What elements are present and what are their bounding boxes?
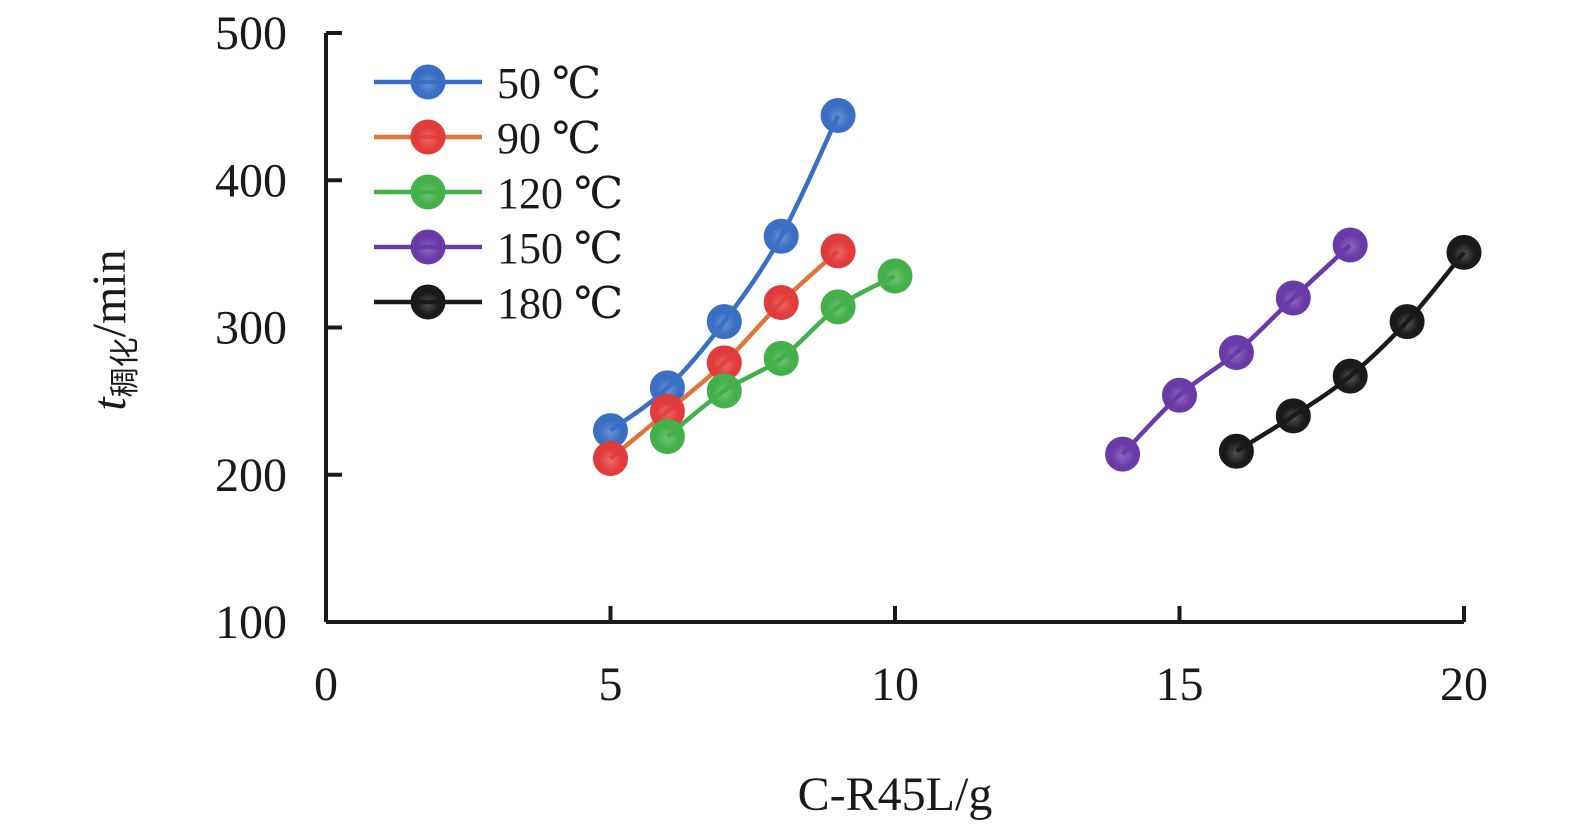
y-tick-label: 100 [215,596,287,649]
data-point [1332,227,1368,263]
y-tick-label: 300 [215,302,287,355]
x-tick-label: 10 [871,658,919,711]
data-point [706,304,742,340]
data-point [1389,304,1425,340]
data-point [706,373,742,409]
data-point [649,418,685,454]
data-point [1105,436,1141,472]
legend-marker [410,229,446,265]
legend-marker [410,119,446,155]
y-axis-title: t稠化/min [83,249,142,410]
data-point [820,289,856,325]
y-tick-label: 400 [215,154,287,207]
ticks: 100 200 300 400 500 0 5 10 15 20 [215,7,1488,711]
legend-marker [410,64,446,100]
data-point [1332,358,1368,394]
data-point [763,340,799,376]
data-point [1275,398,1311,434]
legend-label: 50 ℃ [497,59,601,108]
legend-marker [410,174,446,210]
y-axis-title-suffix: /min [83,249,136,337]
legend: 50 ℃ 90 ℃ 120 ℃ 150 ℃ 180 ℃ [374,59,623,328]
data-point [763,218,799,254]
legend-label: 150 ℃ [497,224,623,273]
legend-label: 90 ℃ [497,114,601,163]
y-tick-label: 200 [215,449,287,502]
data-point [1218,335,1254,371]
data-point [877,258,913,294]
x-tick-label: 0 [314,658,338,711]
legend-marker [410,284,446,320]
series-line [1235,250,1466,454]
data-point [1218,433,1254,469]
data-point [593,441,628,477]
legend-label: 180 ℃ [497,279,623,328]
data-point [1162,377,1197,413]
plot-area [593,97,1482,477]
legend-label: 120 ℃ [497,169,623,218]
x-tick-label: 5 [599,658,623,711]
y-tick-label: 500 [215,7,287,60]
x-tick-label: 15 [1156,658,1204,711]
data-point [1275,280,1311,316]
x-tick-label: 20 [1440,658,1488,711]
data-point [763,284,799,320]
data-point [820,97,856,133]
y-axis-title-italic: t [83,396,136,411]
y-axis-title-subscript: 稠化 [109,337,142,397]
data-point [820,233,856,269]
x-axis-title: C-R45L/g [798,768,993,821]
data-point [1446,234,1482,270]
